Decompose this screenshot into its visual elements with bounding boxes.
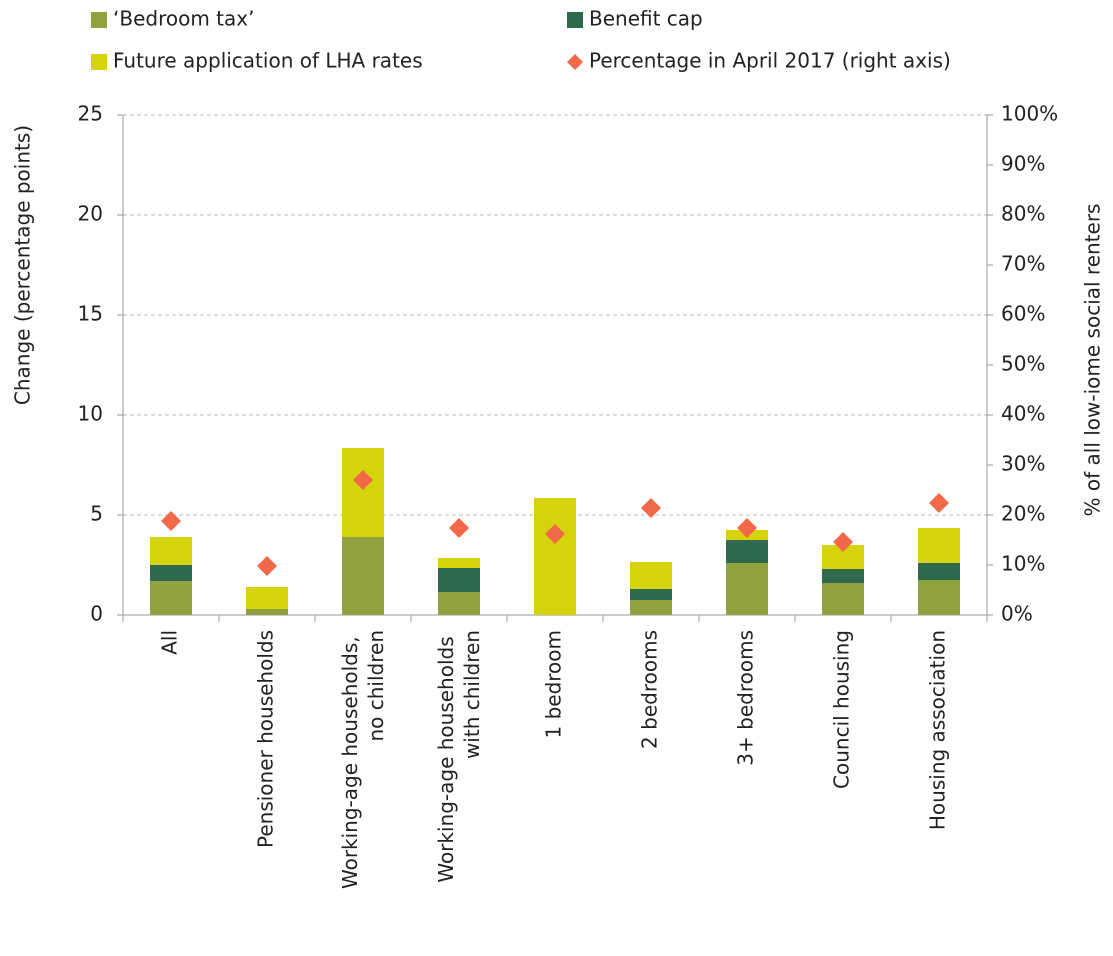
marker: [353, 470, 373, 490]
x-tick-label: 1 bedroom: [542, 630, 566, 739]
x-tick-label: Working-age households with children: [434, 630, 484, 883]
y2-tick-label: 100%: [1001, 102, 1058, 126]
marker: [641, 498, 661, 518]
bar: [918, 580, 960, 615]
y2-tick-label: 40%: [1001, 402, 1045, 426]
marker: [545, 524, 565, 544]
x-tick-label: All: [158, 630, 182, 655]
bar: [630, 589, 672, 600]
marker: [449, 518, 469, 538]
bar: [822, 569, 864, 583]
x-tick-label-line: Working-age households: [434, 630, 458, 883]
legend-swatch: [567, 12, 583, 28]
y2-tick-label: 50%: [1001, 352, 1045, 376]
legend-marker: [567, 54, 583, 70]
y-tick-label: 25: [78, 102, 103, 126]
y2-tick-label: 30%: [1001, 452, 1045, 476]
marker: [257, 556, 277, 576]
y2-tick-label: 10%: [1001, 552, 1045, 576]
y2-tick-label: 70%: [1001, 252, 1045, 276]
marker: [737, 518, 757, 538]
y2-tick-label: 60%: [1001, 302, 1045, 326]
legend-label: Future application of LHA rates: [113, 49, 423, 73]
x-tick-label: Working-age households, no children: [338, 630, 388, 889]
legend-swatch: [91, 54, 107, 70]
bar: [630, 600, 672, 615]
bar: [726, 563, 768, 615]
legend-label: Percentage in April 2017 (right axis): [589, 49, 951, 73]
legend-label: Benefit cap: [589, 7, 703, 31]
x-tick-label-line: with children: [460, 630, 484, 759]
y2-tick-label: 80%: [1001, 202, 1045, 226]
y-tick-label: 20: [78, 202, 103, 226]
legend-swatch: [91, 12, 107, 28]
y2-tick-label: 90%: [1001, 152, 1045, 176]
marker: [161, 511, 181, 531]
x-tick-label: 2 bedrooms: [638, 630, 662, 749]
bar: [726, 540, 768, 563]
y-tick-label: 15: [78, 302, 103, 326]
x-tick-label-line: Working-age households,: [338, 630, 362, 889]
x-tick-label: Housing association: [926, 630, 950, 830]
marker: [929, 493, 949, 513]
legend-label: ‘Bedroom tax’: [113, 7, 254, 31]
x-tick-label-line: no children: [364, 630, 388, 742]
bar: [534, 498, 576, 615]
x-tick-label: 3+ bedrooms: [734, 630, 758, 766]
bar: [342, 537, 384, 615]
y2-axis-title: % of all low-iome social renters: [1081, 204, 1105, 517]
y2-tick-label: 0%: [1001, 602, 1033, 626]
bar: [150, 565, 192, 581]
bar: [150, 581, 192, 615]
bar: [822, 583, 864, 615]
y-tick-label: 10: [78, 402, 103, 426]
bar: [246, 587, 288, 609]
bar: [438, 558, 480, 568]
bar: [246, 609, 288, 615]
y-axis-title: Change (percentage points): [11, 125, 35, 405]
x-tick-label: Council housing: [830, 630, 854, 789]
bar: [918, 563, 960, 580]
bar: [342, 448, 384, 537]
bar: [918, 528, 960, 563]
marker: [833, 532, 853, 552]
bar: [630, 562, 672, 589]
y-tick-label: 5: [90, 502, 103, 526]
y2-tick-label: 20%: [1001, 502, 1045, 526]
y-tick-label: 0: [90, 602, 103, 626]
bar: [438, 568, 480, 592]
x-tick-label: Pensioner households: [254, 630, 278, 848]
bar: [150, 537, 192, 565]
bar: [438, 592, 480, 615]
